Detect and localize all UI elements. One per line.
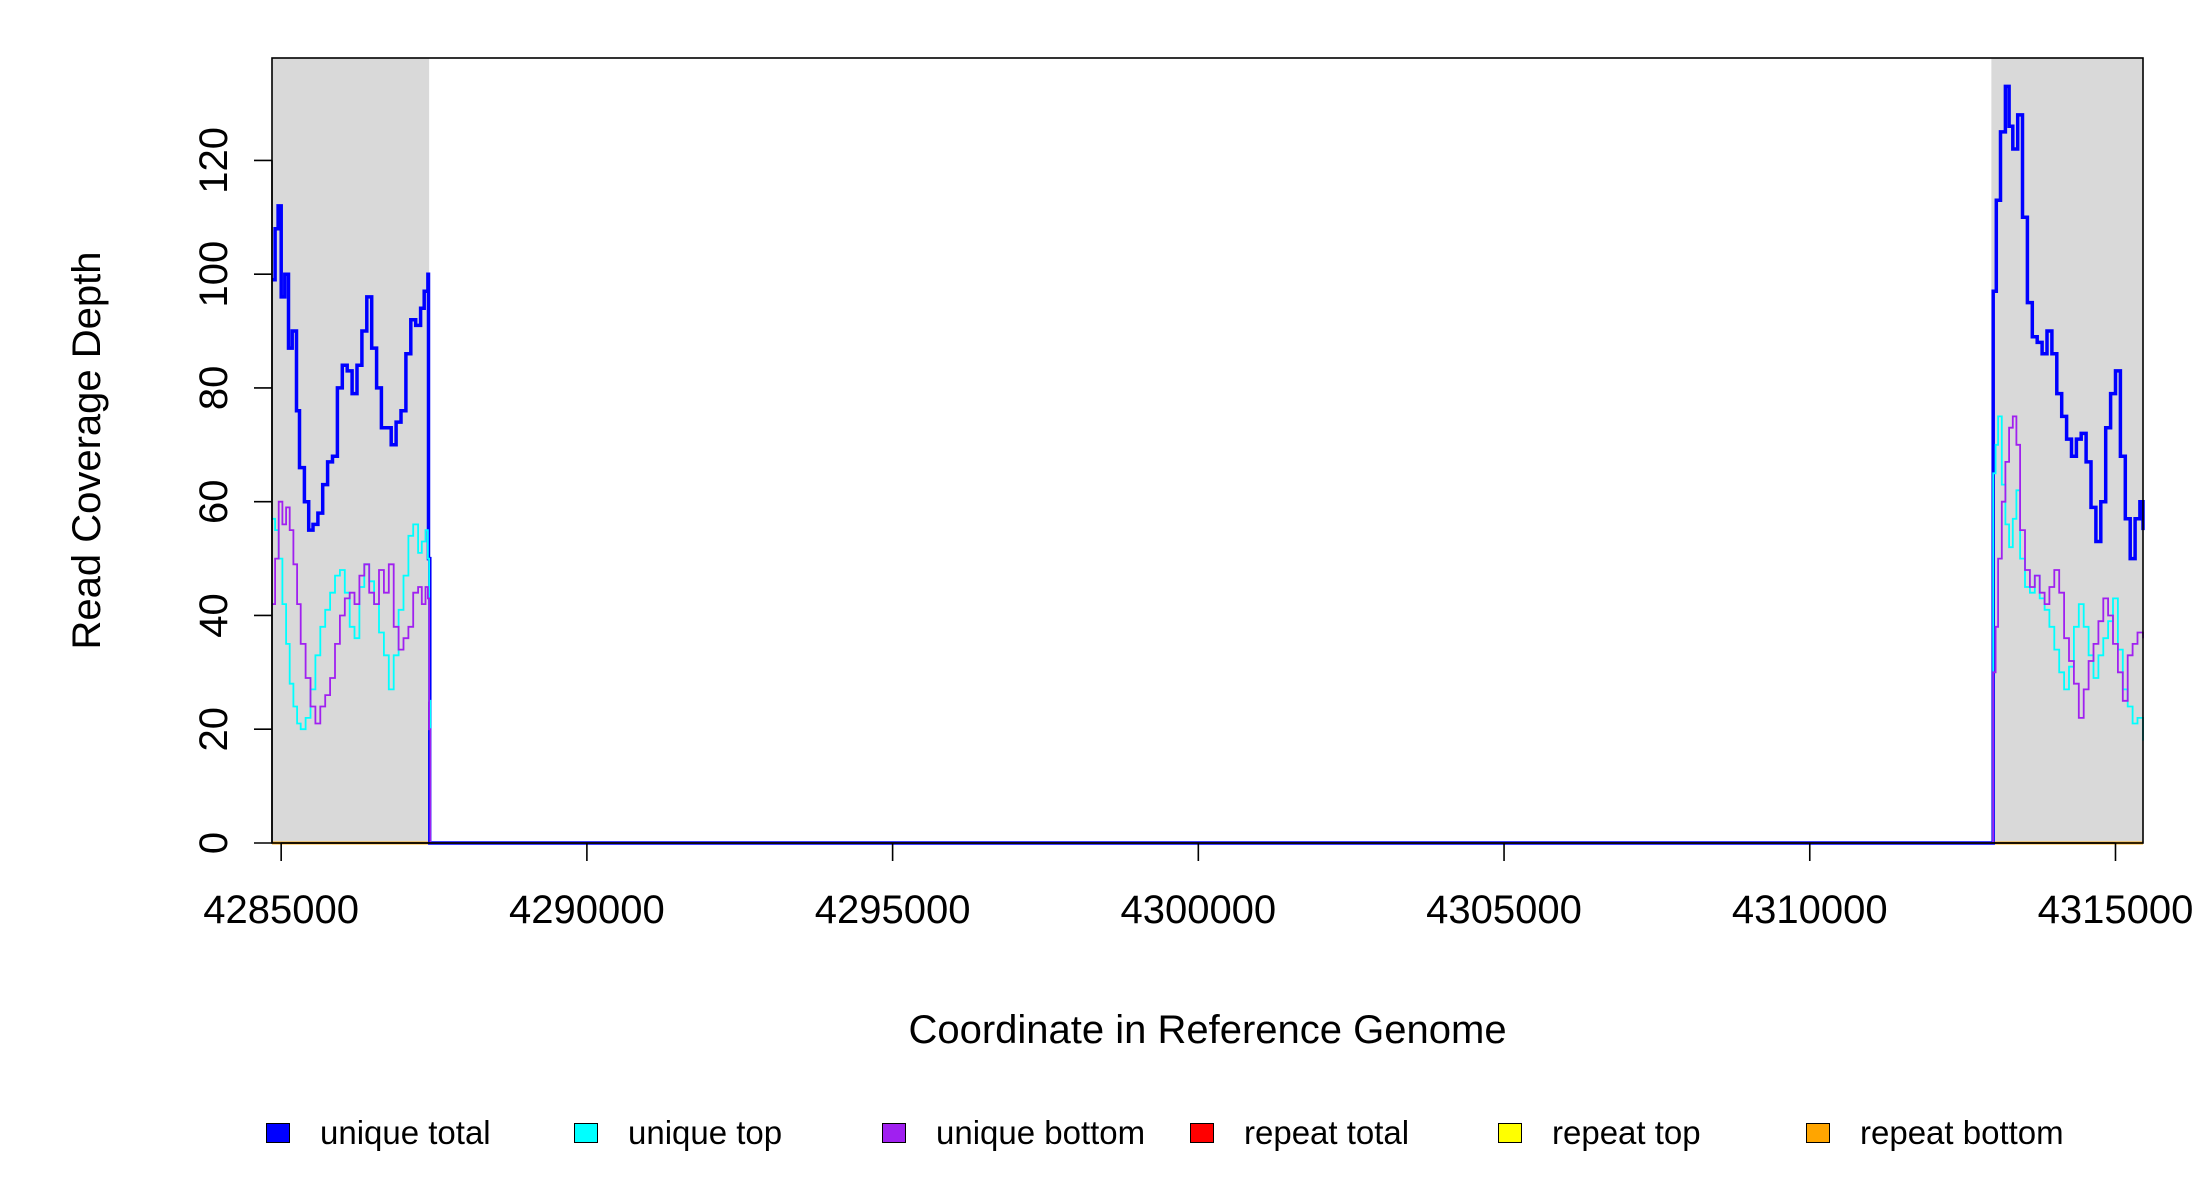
- x-tick-label: 4310000: [1732, 888, 1888, 932]
- plot-frame: [271, 57, 2144, 844]
- series-unique-total: [272, 84, 2145, 845]
- legend-label: repeat total: [1244, 1114, 1410, 1151]
- plot-area: 4285000 4290000 4295000 4300000 4305000 43100…: [65, 57, 2194, 1052]
- y-axis-label: Read Coverage Depth: [65, 251, 109, 649]
- x-tick-label: 4295000: [815, 888, 971, 932]
- legend-label: unique top: [628, 1114, 783, 1151]
- chart-legend: unique total unique top unique bottom repea…: [0, 1098, 2200, 1168]
- legend-item-unique-top: unique top: [574, 1114, 782, 1151]
- y-tick-label: 60: [192, 479, 236, 524]
- legend-item-repeat-top: repeat top: [1498, 1114, 1701, 1151]
- y-tick-label: 0: [192, 832, 236, 854]
- y-tick-label: 80: [192, 366, 236, 411]
- legend-item-repeat-total: repeat total: [1190, 1114, 1409, 1151]
- shaded-region-1: [1991, 58, 2143, 843]
- legend-swatch: [1190, 1123, 1214, 1143]
- legend-swatch: [882, 1123, 906, 1143]
- x-tick-label: 4285000: [203, 888, 359, 932]
- x-tick-label: 4300000: [1120, 888, 1276, 932]
- legend-swatch: [574, 1123, 598, 1143]
- y-tick-label: 120: [192, 127, 236, 194]
- x-axis-label: Coordinate in Reference Genome: [908, 1008, 1506, 1052]
- x-axis: 4285000 4290000 4295000 4300000 4305000 43100…: [203, 842, 2194, 932]
- legend-swatch: [266, 1123, 290, 1143]
- legend-item-unique-bottom: unique bottom: [882, 1114, 1145, 1151]
- y-axis: 0 20 40 60 80 100 120: [192, 127, 273, 854]
- x-tick-label: 4290000: [509, 888, 665, 932]
- legend-label: repeat bottom: [1860, 1114, 2064, 1151]
- legend-swatch: [1806, 1123, 1830, 1143]
- legend-label: unique total: [320, 1114, 491, 1151]
- shaded-regions: [272, 58, 2143, 843]
- y-tick-label: 100: [192, 241, 236, 308]
- legend-swatch: [1498, 1123, 1522, 1143]
- shaded-region-0: [272, 58, 430, 843]
- legend-item-unique-total: unique total: [266, 1114, 491, 1151]
- x-tick-label: 4315000: [2038, 888, 2194, 932]
- legend-label: repeat top: [1552, 1114, 1701, 1151]
- x-tick-label: 4305000: [1426, 888, 1582, 932]
- series-unique-top: [272, 415, 2144, 844]
- y-tick-label: 20: [192, 707, 236, 752]
- y-tick-label: 40: [192, 593, 236, 638]
- series-unique-bottom: [272, 415, 2144, 844]
- legend-label: unique bottom: [936, 1114, 1146, 1151]
- legend-item-repeat-bottom: repeat bottom: [1806, 1114, 2064, 1151]
- series-lines: [272, 84, 2145, 845]
